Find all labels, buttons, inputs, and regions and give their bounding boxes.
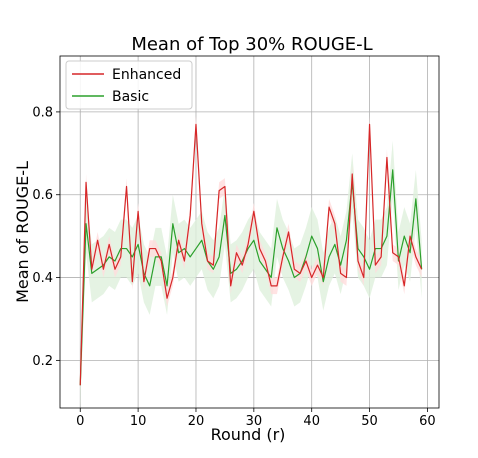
legend-label-basic: Basic bbox=[112, 89, 149, 105]
x-axis-label: Round (r) bbox=[211, 425, 286, 444]
legend: Enhanced Basic bbox=[65, 60, 193, 110]
y-tick-label: 0.8 bbox=[32, 105, 53, 120]
x-tick-label: 40 bbox=[303, 414, 320, 429]
x-tick-label: 60 bbox=[419, 414, 436, 429]
chart-title: Mean of Top 30% ROUGE-L bbox=[131, 34, 372, 55]
series-lines bbox=[79, 123, 423, 386]
x-tick-label: 10 bbox=[130, 414, 147, 429]
y-tick-label: 0.4 bbox=[32, 271, 53, 286]
y-axis-label: Mean of ROUGE-L bbox=[13, 161, 32, 303]
series-line-enhanced bbox=[79, 123, 423, 386]
axis-ticks: 0 10 20 30 40 50 60 0.2 0.4 0.6 0.8 bbox=[32, 105, 435, 429]
x-tick-label: 30 bbox=[246, 414, 263, 429]
y-tick-label: 0.2 bbox=[32, 354, 53, 369]
x-tick-label: 50 bbox=[361, 414, 378, 429]
legend-box bbox=[65, 60, 193, 110]
plot-frame bbox=[59, 55, 440, 409]
x-tick-label: 20 bbox=[188, 414, 205, 429]
band-basic bbox=[80, 140, 422, 408]
x-tick-label: 0 bbox=[76, 414, 84, 429]
y-tick-label: 0.6 bbox=[32, 188, 53, 203]
legend-label-enhanced: Enhanced bbox=[112, 67, 181, 83]
